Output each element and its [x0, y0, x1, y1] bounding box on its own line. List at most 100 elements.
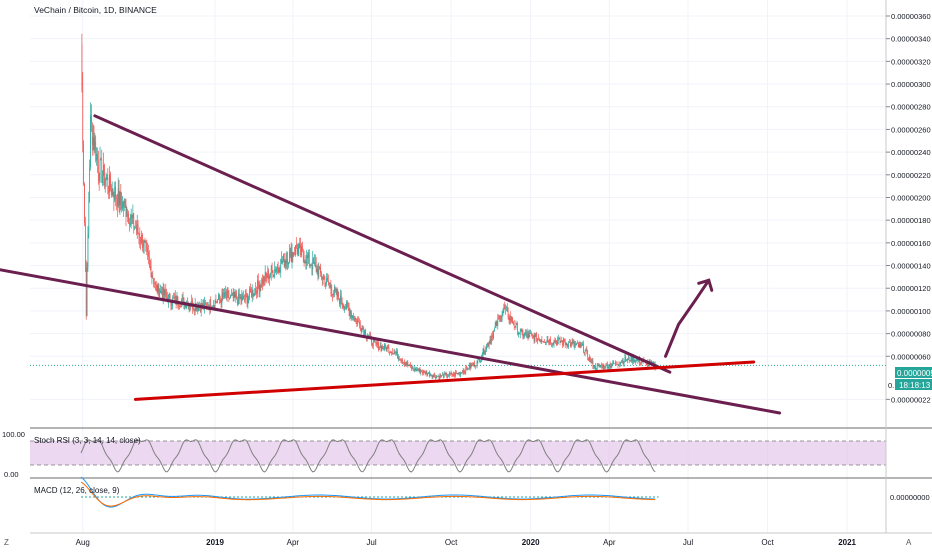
- candle-body: [492, 335, 493, 338]
- candle-body: [282, 254, 284, 261]
- candle-body: [484, 352, 486, 355]
- time-axis[interactable]: Aug 2019 Apr Jul Oct 2020 Apr Jul Oct 2021: [76, 538, 857, 547]
- candle-body: [179, 306, 180, 307]
- candle-body: [614, 363, 615, 365]
- candle-body: [449, 372, 451, 374]
- candle-body: [272, 270, 274, 277]
- candle-body: [538, 338, 539, 339]
- candle-body: [491, 335, 493, 341]
- candle-body: [602, 364, 604, 369]
- candle-body: [417, 369, 418, 371]
- candle-body: [229, 298, 231, 299]
- price-axis[interactable]: 0.00000360 0.00000340 0.00000320 0.00000300…: [886, 12, 931, 404]
- candle-body: [209, 300, 211, 311]
- candlestick-series[interactable]: [81, 33, 657, 381]
- candle-body: [513, 324, 515, 327]
- timezone-icon[interactable]: Z: [4, 538, 9, 547]
- candle-body: [400, 360, 402, 362]
- candle-body: [290, 248, 292, 262]
- candle-body: [268, 270, 269, 280]
- candle-body: [235, 294, 237, 297]
- candle-body: [620, 362, 621, 364]
- candle-body: [103, 164, 104, 177]
- candle-body: [225, 295, 227, 299]
- stoch-title[interactable]: Stoch RSI (3, 3, 14, 14, close): [34, 436, 141, 445]
- candle-body: [435, 376, 436, 379]
- candle-body: [405, 363, 407, 365]
- price-tick-label: 0.00000320: [891, 57, 931, 66]
- candle-body: [437, 376, 439, 377]
- candle-body: [490, 339, 492, 341]
- candle-body: [104, 164, 105, 186]
- candle-body: [321, 278, 323, 280]
- candle-body: [298, 244, 300, 249]
- candle-body: [526, 332, 528, 335]
- symbol-title[interactable]: VeChain / Bitcoin, 1D, BINANCE: [34, 5, 157, 15]
- candle-body: [509, 315, 511, 321]
- candle-body: [385, 347, 387, 352]
- candle-body: [556, 341, 557, 345]
- candle-body: [357, 321, 359, 325]
- candle-body: [583, 343, 584, 353]
- candle-body: [395, 352, 397, 354]
- candle-body: [98, 173, 100, 181]
- candle-body: [542, 341, 544, 342]
- candle-body: [342, 305, 344, 307]
- candle-body: [263, 276, 264, 285]
- candle-body: [356, 319, 358, 325]
- candle-body: [312, 257, 314, 270]
- candle-body: [392, 353, 394, 354]
- candle-body: [257, 279, 258, 294]
- candle-body: [363, 329, 365, 335]
- candle-body: [304, 261, 306, 264]
- candle-body: [271, 266, 273, 271]
- candle-body: [404, 363, 406, 365]
- candle-body: [605, 363, 607, 368]
- candle-body: [442, 374, 443, 376]
- candle-body: [652, 361, 653, 364]
- candle-body: [450, 372, 452, 374]
- candle-body: [145, 242, 147, 244]
- candle-body: [134, 227, 135, 228]
- candle-body: [198, 306, 199, 311]
- auto-scale-button[interactable]: A: [906, 538, 912, 547]
- candle-body: [254, 288, 256, 295]
- candle-body: [555, 341, 557, 343]
- macd-title[interactable]: MACD (12, 26, close, 9): [34, 486, 120, 495]
- candle-body: [82, 86, 84, 145]
- candle-body: [188, 305, 190, 309]
- candle-body: [397, 351, 398, 359]
- candle-body: [506, 307, 508, 310]
- candle-body: [496, 321, 498, 326]
- candle-body: [224, 292, 225, 298]
- candle-body: [564, 339, 565, 343]
- candle-body: [259, 285, 261, 291]
- candle-body: [535, 333, 537, 335]
- candle-body: [130, 215, 132, 220]
- price-tick-label: 0.00000280: [891, 103, 931, 112]
- candle-body: [306, 255, 308, 264]
- candle-body: [269, 275, 270, 280]
- candle-body: [352, 315, 353, 319]
- candle-body: [238, 292, 239, 305]
- candle-body: [566, 343, 568, 347]
- candle-body: [87, 234, 89, 268]
- candle-body: [537, 338, 538, 342]
- candle-body: [608, 366, 609, 369]
- candle-body: [212, 305, 214, 307]
- candle-body: [455, 372, 456, 376]
- candle-body: [495, 321, 497, 326]
- candle-body: [274, 269, 276, 275]
- candle-body: [250, 291, 252, 298]
- candle-body: [297, 248, 299, 255]
- candle-body: [600, 366, 602, 367]
- drawing-layer[interactable]: [0, 114, 782, 415]
- stoch-k-line: [80, 439, 656, 473]
- candle-body: [106, 177, 108, 180]
- candle-body: [441, 375, 442, 377]
- candle-body: [524, 332, 525, 336]
- time-tick-label: Jul: [366, 538, 376, 547]
- candle-body: [597, 365, 599, 366]
